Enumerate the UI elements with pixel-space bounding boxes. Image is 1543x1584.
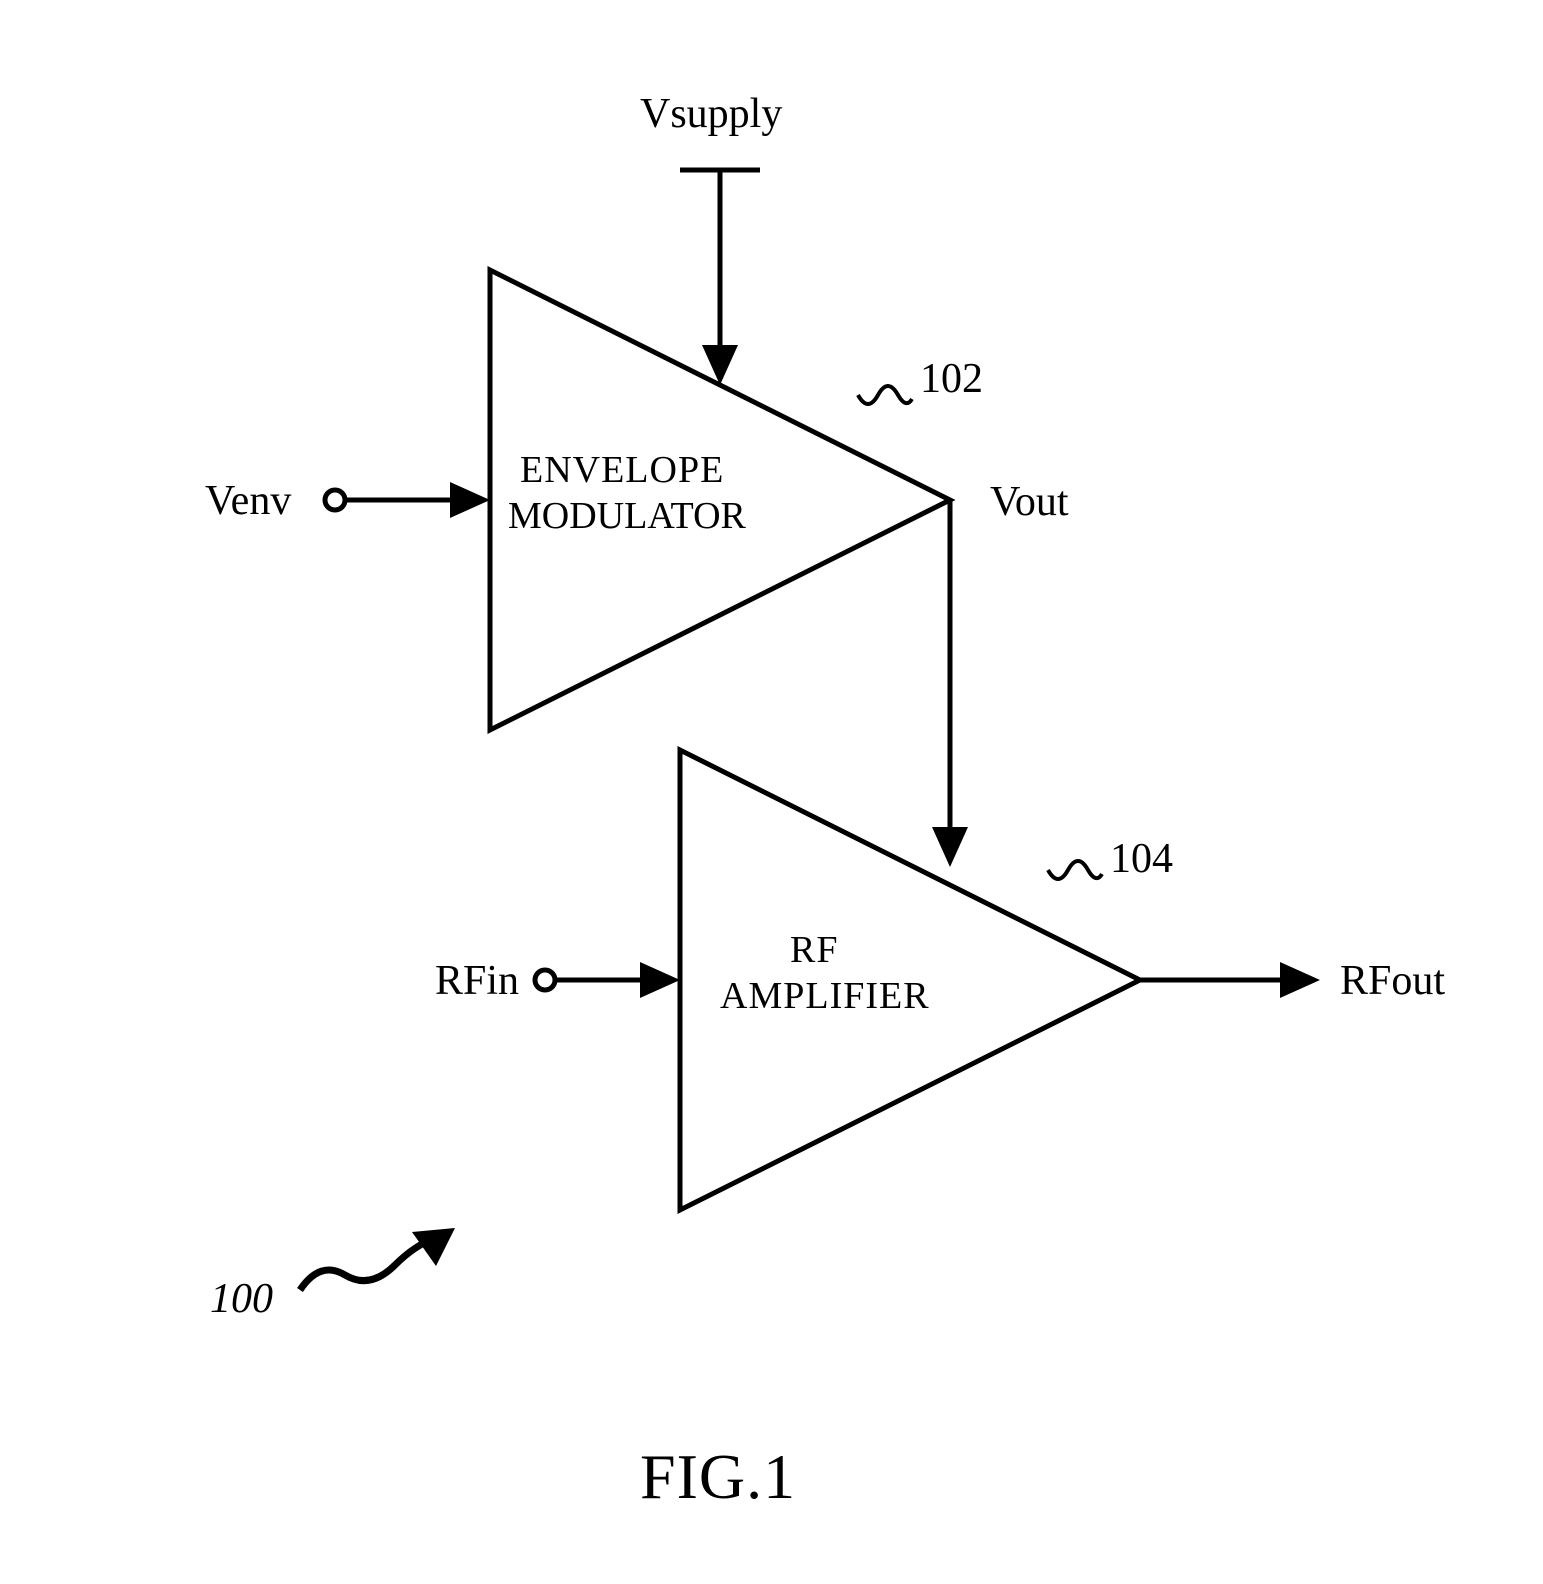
rfin-arrowhead bbox=[640, 962, 680, 998]
venv-label: Venv bbox=[205, 477, 291, 525]
ref-104-tick bbox=[1048, 861, 1102, 879]
ref-100-arrow bbox=[300, 1237, 437, 1290]
ref-104-label: 104 bbox=[1110, 835, 1173, 883]
diagram-canvas bbox=[0, 0, 1543, 1584]
venv-arrowhead bbox=[450, 482, 490, 518]
venv-port bbox=[325, 490, 345, 510]
rf-amp-label-1: RF bbox=[790, 928, 838, 972]
rfin-label: RFin bbox=[435, 957, 519, 1005]
vout-arrowhead bbox=[932, 827, 968, 867]
rfout-label: RFout bbox=[1340, 957, 1445, 1005]
ref-102-tick bbox=[858, 386, 912, 404]
env-mod-label-1: ENVELOPE bbox=[520, 448, 724, 492]
rf-amp-label-2: AMPLIFIER bbox=[720, 974, 930, 1018]
rfin-port bbox=[535, 970, 555, 990]
figure-caption: FIG.1 bbox=[640, 1440, 796, 1514]
env-mod-label-2: MODULATOR bbox=[508, 494, 746, 538]
vout-label: Vout bbox=[990, 478, 1069, 526]
rfout-arrowhead bbox=[1280, 962, 1320, 998]
vsupply-label: Vsupply bbox=[640, 90, 782, 138]
ref-100-label: 100 bbox=[210, 1275, 273, 1323]
ref-102-label: 102 bbox=[920, 355, 983, 403]
